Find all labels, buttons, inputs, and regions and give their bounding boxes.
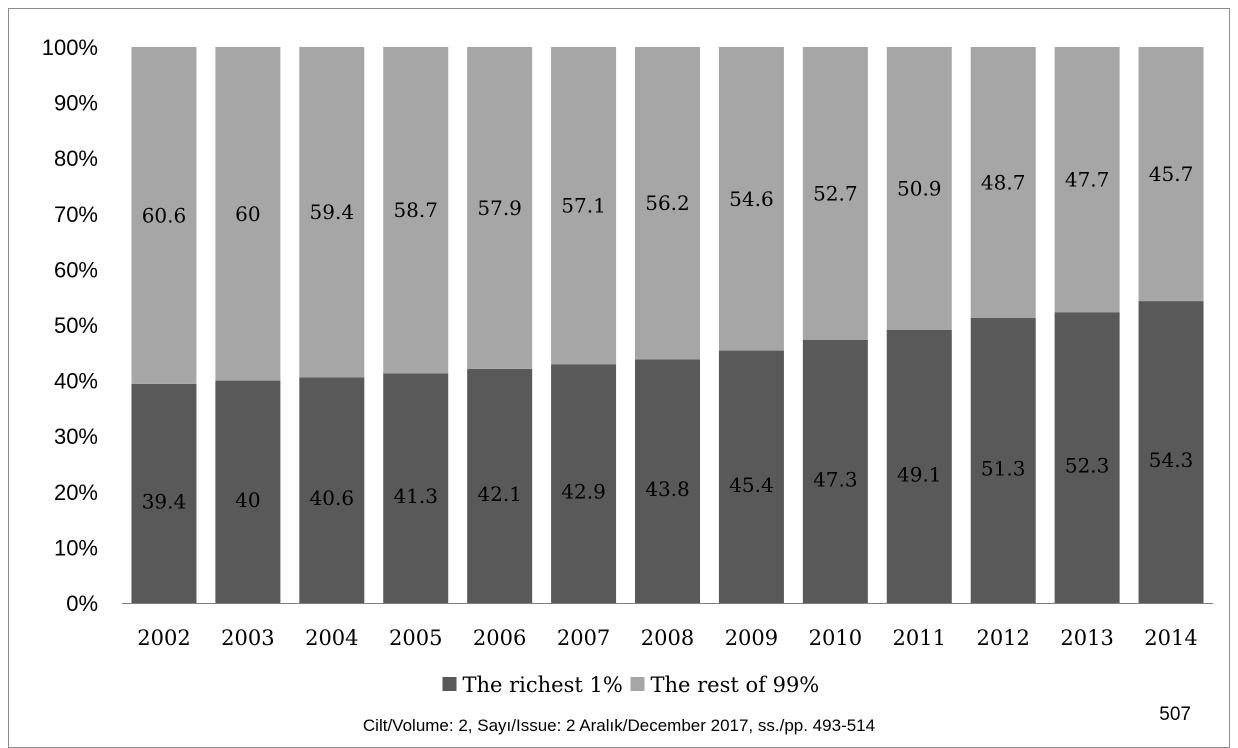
bar-rest-2005 xyxy=(383,47,449,374)
data-label: 45.7 xyxy=(1149,162,1194,186)
bar-richest-2006 xyxy=(467,368,533,603)
page-number: 507 xyxy=(1159,704,1191,725)
x-tick-label: 2006 xyxy=(473,626,526,650)
bar-rest-2010 xyxy=(802,47,868,341)
y-tick-label: 70% xyxy=(54,202,98,227)
x-tick-label: 2008 xyxy=(641,626,694,650)
x-tick-label: 2009 xyxy=(725,626,778,650)
bar-rest-2014 xyxy=(1138,47,1204,302)
bar-rest-2012 xyxy=(970,47,1036,318)
data-label: 58.7 xyxy=(393,198,438,222)
data-label: 60.6 xyxy=(142,203,187,227)
data-label: 52.3 xyxy=(1065,454,1110,478)
x-tick-label: 2007 xyxy=(557,626,610,650)
bar-richest-2010 xyxy=(802,340,868,603)
page-footer: Cilt/Volume: 2, Sayı/Issue: 2 Aralık/Dec… xyxy=(0,704,1238,735)
data-label: 50.9 xyxy=(897,177,942,201)
x-tick-label: 2011 xyxy=(893,626,946,650)
data-label: 57.1 xyxy=(561,194,606,218)
y-tick-label: 0% xyxy=(66,591,98,616)
bar-richest-2004 xyxy=(299,377,365,603)
journal-citation: Cilt/Volume: 2, Sayı/Issue: 2 Aralık/Dec… xyxy=(362,716,876,735)
legend-swatch-richest xyxy=(442,677,457,691)
y-tick-label: 20% xyxy=(54,480,98,505)
bar-rest-2004 xyxy=(299,47,365,378)
bar-rest-2013 xyxy=(1054,47,1120,313)
data-label: 42.9 xyxy=(561,480,606,504)
y-tick-label: 80% xyxy=(54,146,98,171)
data-label: 57.9 xyxy=(477,196,522,220)
x-tick-label: 2013 xyxy=(1060,626,1113,650)
data-label: 52.7 xyxy=(813,182,858,206)
bar-richest-2012 xyxy=(970,317,1036,603)
data-label: 45.4 xyxy=(729,473,774,497)
bar-richest-2007 xyxy=(551,364,617,603)
data-label: 47.7 xyxy=(1065,168,1110,192)
x-tick-label: 2005 xyxy=(389,626,442,650)
bar-richest-2011 xyxy=(886,330,952,603)
bar-richest-2009 xyxy=(718,350,784,603)
data-label: 59.4 xyxy=(310,200,355,224)
data-label: 47.3 xyxy=(813,468,858,492)
data-label: 40.6 xyxy=(310,486,355,510)
data-label: 39.4 xyxy=(142,489,187,513)
bar-rest-2003 xyxy=(215,47,281,381)
y-tick-label: 60% xyxy=(54,257,98,282)
bar-rest-2008 xyxy=(635,47,700,360)
y-tick-label: 40% xyxy=(54,369,98,394)
bar-rest-2011 xyxy=(886,47,952,331)
data-label: 51.3 xyxy=(981,456,1026,480)
data-label: 42.1 xyxy=(477,482,522,506)
bar-rest-2007 xyxy=(551,47,617,365)
bar-richest-2002 xyxy=(131,383,197,603)
bar-rest-2009 xyxy=(718,47,784,351)
legend-swatch-rest xyxy=(630,677,645,691)
data-label: 54.6 xyxy=(729,187,774,211)
bar-richest-2005 xyxy=(383,373,449,603)
data-label: 56.2 xyxy=(645,191,690,215)
data-label: 48.7 xyxy=(981,170,1026,194)
x-tick-label: 2002 xyxy=(137,626,190,650)
legend-label: The rest of 99% xyxy=(651,673,820,697)
data-label: 60 xyxy=(235,202,260,226)
x-tick-label: 2003 xyxy=(221,626,274,650)
legend-label: The richest 1% xyxy=(463,673,623,697)
x-tick-label: 2012 xyxy=(976,626,1029,650)
x-tick-label: 2004 xyxy=(305,626,358,650)
y-tick-label: 30% xyxy=(54,424,98,449)
stacked-bar-chart: 0% 10% 20% 30% 40% 50% 60% 70% 80% 90% 100% 39.4 60.… xyxy=(42,35,1213,697)
bar-richest-2008 xyxy=(635,359,700,603)
data-label: 40 xyxy=(235,488,260,512)
y-tick-label: 100% xyxy=(42,35,98,60)
bar-rest-2002 xyxy=(131,47,197,384)
bar-richest-2013 xyxy=(1054,312,1120,603)
data-label: 49.1 xyxy=(897,463,942,487)
y-tick-label: 10% xyxy=(54,535,98,560)
data-label: 54.3 xyxy=(1149,448,1194,472)
data-label: 43.8 xyxy=(645,477,690,501)
y-tick-label: 90% xyxy=(54,91,98,116)
y-tick-label: 50% xyxy=(54,313,98,338)
x-tick-label: 2014 xyxy=(1144,626,1197,650)
bar-richest-2003 xyxy=(215,380,281,603)
bar-richest-2014 xyxy=(1138,301,1204,603)
bar-rest-2006 xyxy=(467,47,533,369)
data-label: 41.3 xyxy=(393,484,438,508)
x-tick-label: 2010 xyxy=(809,626,862,650)
